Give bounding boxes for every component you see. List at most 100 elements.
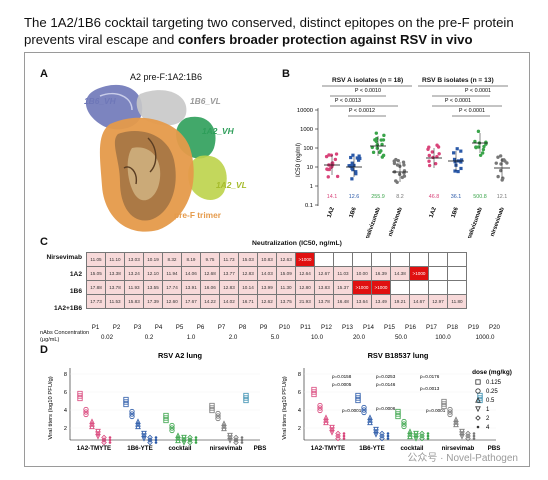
b-point (476, 145, 481, 149)
heatmap-cell: 11.80 (447, 294, 467, 309)
d-point (221, 425, 227, 432)
heatmap-col-label: P18 (446, 324, 458, 331)
legend-item: 4 (486, 425, 490, 431)
heatmap-cell: 12.83 (238, 266, 258, 281)
d-pvalue: p=0.0006 (376, 406, 396, 411)
d-point (89, 420, 95, 427)
heatmap-cell: 16.71 (238, 294, 258, 309)
heatmap-col-label: P16 (404, 324, 416, 331)
right-title: RSV B18537 lung (368, 351, 429, 360)
d-point (194, 441, 198, 444)
b-category: nirsevimab (490, 206, 506, 237)
heatmap-cell: 12.63 (276, 252, 296, 267)
b-point (329, 153, 334, 157)
b-point (482, 144, 486, 149)
d-group-label: 1B6-YTE (359, 445, 384, 452)
b-point (505, 161, 509, 165)
heatmap-cell (428, 252, 448, 267)
d-point (323, 419, 329, 426)
b-point (456, 169, 460, 174)
d-point (335, 433, 341, 439)
heatmap-cell: 9.75 (200, 252, 220, 267)
d-point (95, 433, 101, 440)
left-ylabel: Viral titers (log10 PFU/g) (48, 376, 54, 439)
heatmap-cell: 12.68 (200, 266, 220, 281)
heatmap-cell: 14.02 (219, 294, 239, 309)
heatmap-cell: 19.21 (390, 294, 410, 309)
d-point (379, 435, 385, 442)
heatmap-col-label: P20 (488, 324, 500, 331)
b-pvalue-b: P < 0.0001 (465, 88, 491, 94)
d-point (419, 435, 425, 442)
a2-vl-shape (188, 155, 227, 200)
b-category: 1A2 (327, 207, 336, 219)
d-point (154, 436, 158, 439)
d-point (361, 409, 367, 416)
b-point (496, 155, 500, 159)
heatmap-row-label: 1B6 (69, 288, 82, 295)
d-point (147, 439, 153, 446)
b-point (334, 152, 339, 156)
b-point (453, 160, 457, 164)
legend-item: 0.5 (486, 398, 495, 404)
b-category: nirsevimab (388, 206, 404, 237)
b-point (327, 167, 332, 172)
b-point (474, 145, 478, 150)
heatmap-cell: 16.39 (371, 266, 391, 281)
d-point (227, 437, 233, 444)
heatmap-cell (333, 252, 353, 267)
b-point (433, 161, 438, 166)
b-point (480, 151, 485, 155)
d-point (426, 437, 430, 440)
left-title: RSV A2 lung (158, 351, 203, 360)
b-point (351, 153, 355, 157)
b-median-value: 255.9 (371, 194, 385, 200)
heatmap-cell: 11.30 (276, 280, 296, 295)
d-point (407, 433, 413, 440)
d-point (395, 413, 401, 420)
legend-item: 2 (486, 416, 490, 422)
heatmap-cell: 15.05 (86, 266, 106, 281)
d-ytick: 8 (64, 372, 67, 378)
d-point (465, 435, 471, 442)
d-point (194, 436, 198, 439)
heatmap-cell: 14.67 (409, 294, 429, 309)
heatmap-row-label: 1A2+1B6 (53, 305, 82, 312)
b-point (494, 161, 498, 165)
heatmap-cell (447, 252, 467, 267)
d-point (367, 416, 373, 423)
d-point (175, 437, 181, 444)
heatmap-cell: 11.05 (86, 252, 106, 267)
d-point (335, 430, 341, 437)
b-point (380, 155, 385, 159)
b-point (371, 150, 376, 155)
d-point (419, 433, 425, 439)
heatmap-cell: 14.38 (390, 266, 410, 281)
d-point (447, 411, 453, 418)
b-point (437, 152, 441, 156)
b-point (358, 156, 362, 161)
panel-d-label: D (40, 344, 48, 356)
heatmap-cell: 13.78 (314, 294, 334, 309)
d-point (465, 430, 471, 437)
heatmap-cell: 13.78 (105, 280, 125, 295)
heatmap-cell: >1000 (371, 280, 391, 295)
heatmap-cell: 11.73 (219, 252, 239, 267)
d-point (476, 425, 480, 429)
legend-title: dose (mg/kg) (472, 369, 512, 376)
d-point (342, 432, 346, 435)
heatmap-cell (428, 280, 448, 295)
b-median-value: 14.1 (327, 194, 338, 200)
heatmap-col-label: P9 (259, 324, 268, 331)
heatmap-cell: 17.39 (143, 294, 163, 309)
b-point (392, 159, 396, 163)
d-point (194, 438, 198, 442)
b-category: 1B6 (349, 206, 359, 219)
d-point (361, 407, 367, 413)
d-point (379, 430, 385, 437)
b-point (381, 138, 386, 142)
d-ytick: 4 (64, 408, 67, 414)
heatmap-col-label: P6 (196, 324, 205, 331)
d-point (175, 434, 181, 441)
b-category: palivizumab (467, 206, 484, 238)
